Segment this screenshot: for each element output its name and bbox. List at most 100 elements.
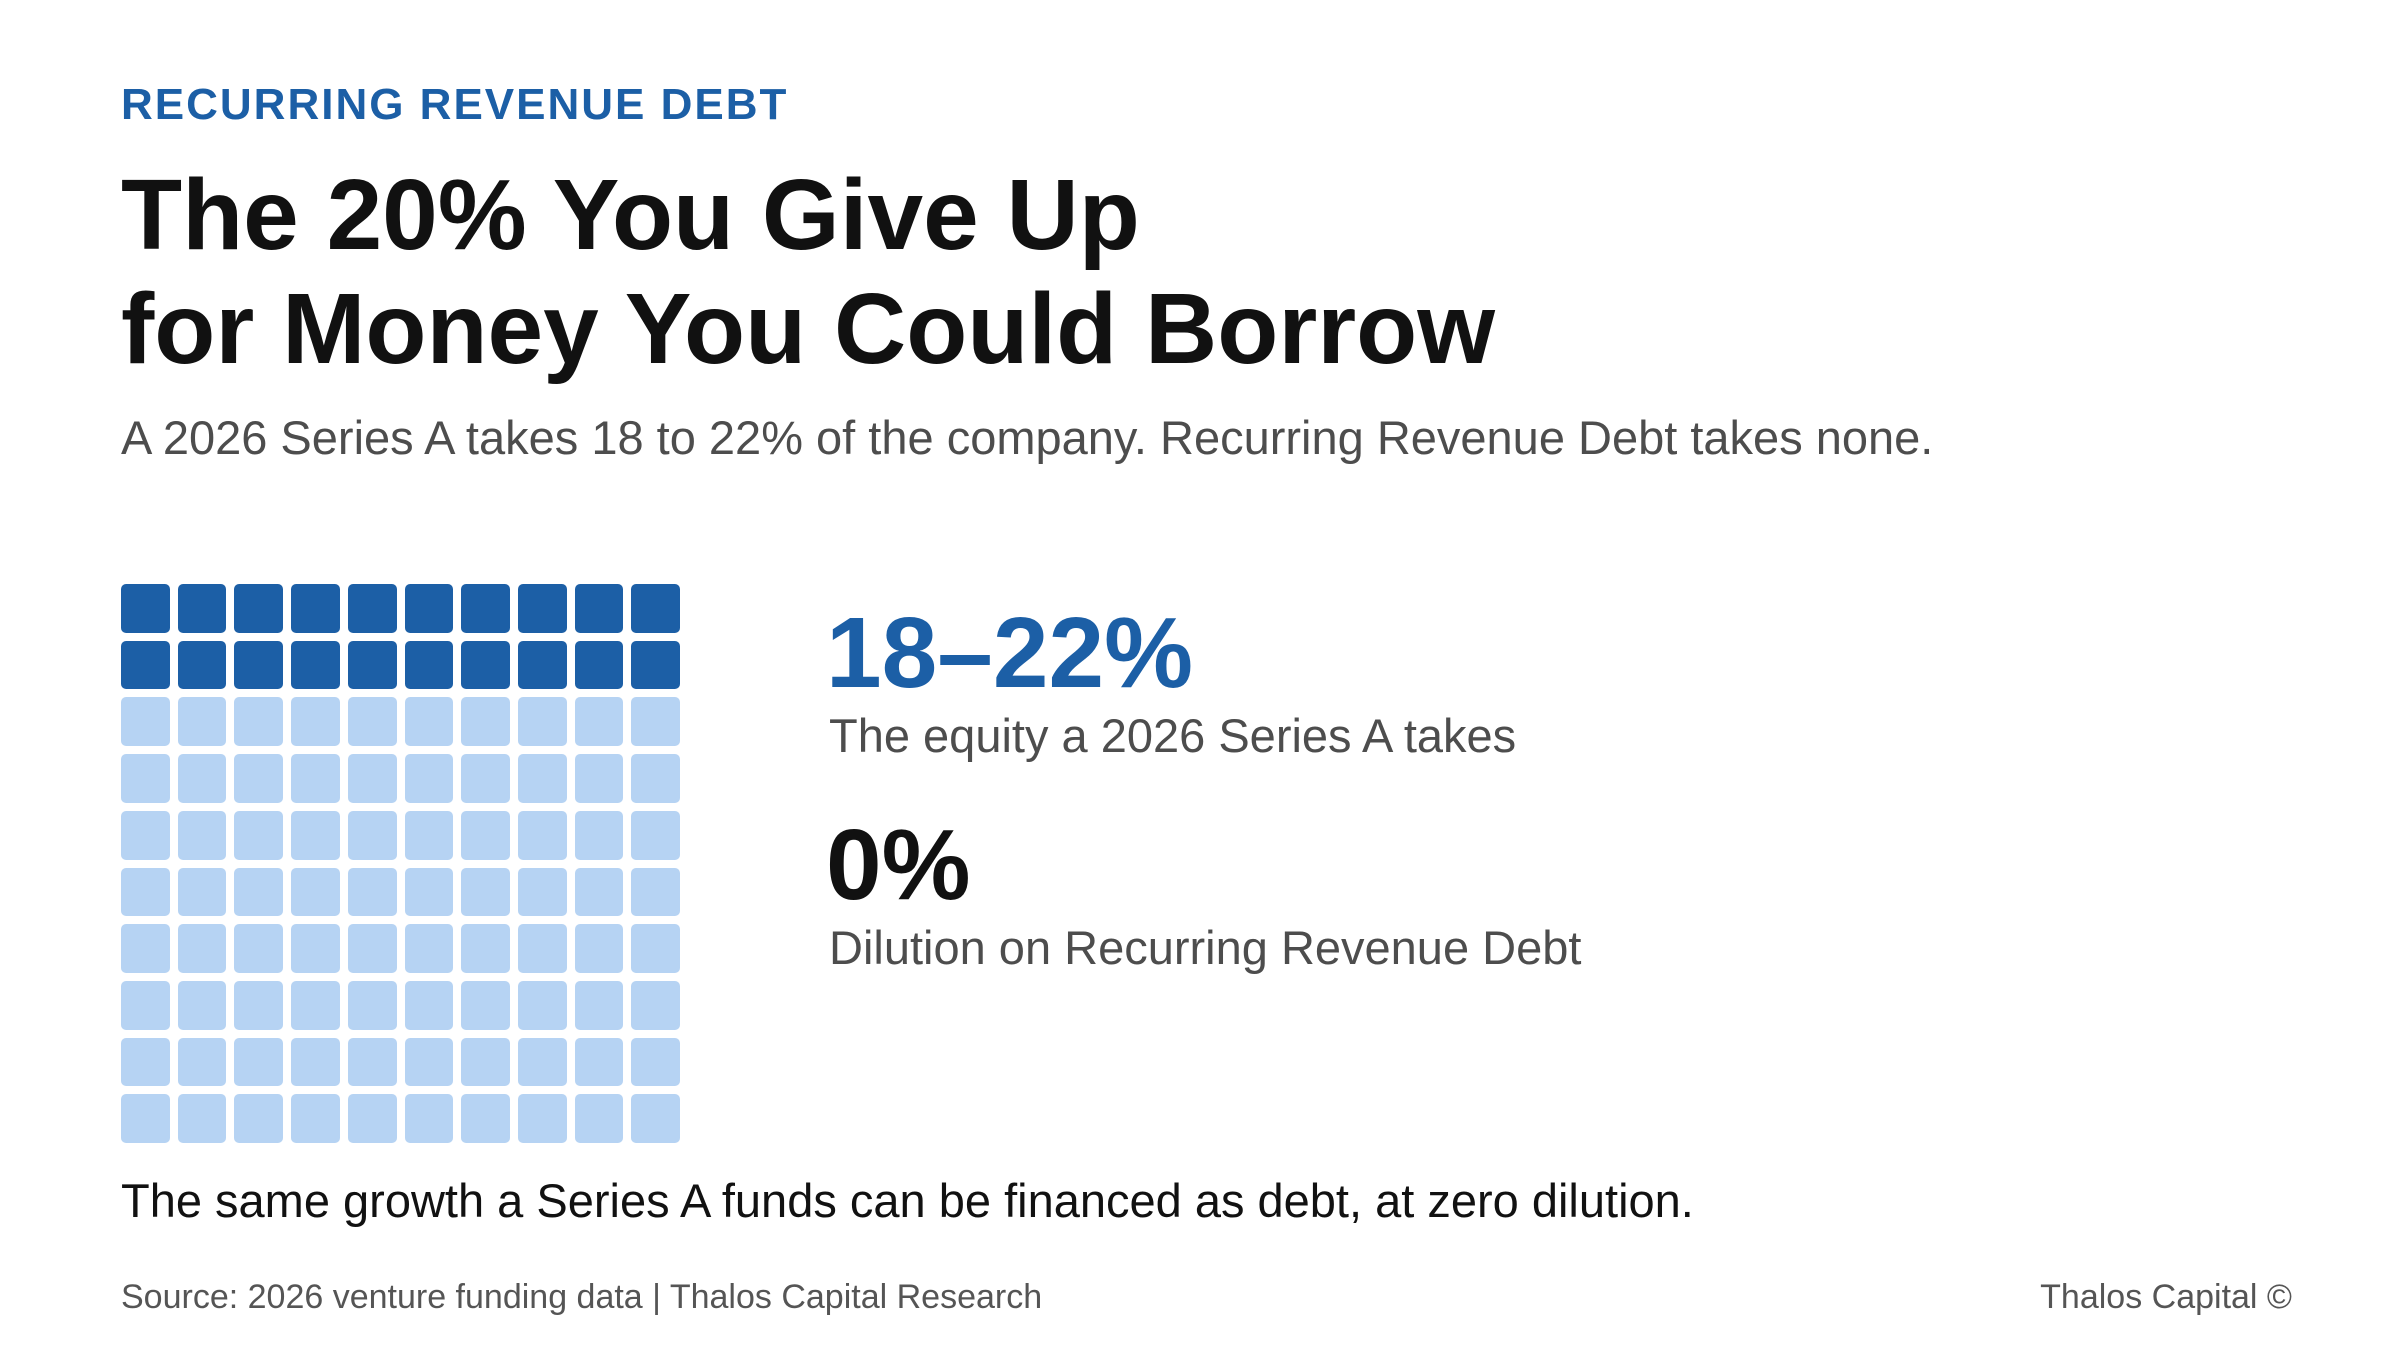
waffle-cell-empty xyxy=(347,1037,397,1087)
waffle-cell-empty xyxy=(574,1094,624,1143)
waffle-cell-filled xyxy=(177,584,227,633)
page-title-line-1: The 20% You Give Up xyxy=(121,159,1140,271)
waffle-cell-empty xyxy=(631,924,680,973)
waffle-cell-empty xyxy=(347,980,397,1030)
waffle-cell-empty xyxy=(517,754,567,803)
waffle-cell-empty xyxy=(177,1094,227,1143)
waffle-cell-empty xyxy=(234,1094,284,1143)
waffle-cell-empty xyxy=(461,980,510,1030)
waffle-cell-filled xyxy=(517,584,567,633)
waffle-cell-filled xyxy=(291,584,340,633)
waffle-cell-filled xyxy=(121,640,170,690)
waffle-cell-filled xyxy=(347,640,397,690)
waffle-cell-empty xyxy=(461,867,510,917)
waffle-cell-filled xyxy=(234,640,284,690)
waffle-cell-empty xyxy=(177,697,227,747)
waffle-cell-filled xyxy=(234,584,284,633)
waffle-cell-empty xyxy=(177,980,227,1030)
waffle-cell-filled xyxy=(404,640,454,690)
takeaway-text: The same growth a Series A funds can be … xyxy=(121,1174,1694,1227)
waffle-cell-empty xyxy=(177,754,227,803)
eyebrow-label: RECURRING REVENUE DEBT xyxy=(121,80,789,129)
waffle-cell-empty xyxy=(121,697,170,747)
waffle-cell-empty xyxy=(121,867,170,917)
waffle-cell-empty xyxy=(234,1037,284,1087)
waffle-cell-empty xyxy=(461,697,510,747)
waffle-cell-empty xyxy=(234,810,284,860)
waffle-cell-empty xyxy=(291,754,340,803)
waffle-cell-empty xyxy=(404,697,454,747)
waffle-cell-filled xyxy=(461,584,510,633)
waffle-cell-empty xyxy=(461,924,510,973)
waffle-cell-empty xyxy=(234,697,284,747)
waffle-cell-empty xyxy=(574,1037,624,1087)
waffle-cell-empty xyxy=(461,1037,510,1087)
waffle-cell-empty xyxy=(517,924,567,973)
stat-debt-label: Dilution on Recurring Revenue Debt xyxy=(829,921,1582,974)
waffle-cell-empty xyxy=(347,924,397,973)
waffle-cell-empty xyxy=(347,1094,397,1143)
waffle-cell-empty xyxy=(631,1094,680,1143)
waffle-cell-empty xyxy=(631,980,680,1030)
waffle-cell-empty xyxy=(121,980,170,1030)
waffle-cell-empty xyxy=(574,754,624,803)
waffle-cell-empty xyxy=(234,754,284,803)
stat-series-a-label: The equity a 2026 Series A takes xyxy=(829,709,1517,762)
waffle-cell-filled xyxy=(404,584,454,633)
waffle-cell-filled xyxy=(574,584,624,633)
waffle-cell-empty xyxy=(517,1094,567,1143)
waffle-cell-empty xyxy=(291,1094,340,1143)
waffle-cell-empty xyxy=(517,1037,567,1087)
waffle-cell-empty xyxy=(574,810,624,860)
waffle-cell-filled xyxy=(517,640,567,690)
waffle-cell-empty xyxy=(631,810,680,860)
waffle-cell-empty xyxy=(574,867,624,917)
waffle-cell-empty xyxy=(404,980,454,1030)
waffle-cell-empty xyxy=(574,924,624,973)
waffle-cell-filled xyxy=(177,640,227,690)
waffle-cell-filled xyxy=(291,640,340,690)
waffle-cell-empty xyxy=(631,867,680,917)
waffle-cell-empty xyxy=(404,867,454,917)
waffle-cell-filled xyxy=(347,584,397,633)
waffle-cell-filled xyxy=(631,640,680,690)
stat-debt-value: 0% xyxy=(826,809,971,921)
waffle-cell-empty xyxy=(121,924,170,973)
waffle-cell-filled xyxy=(631,584,680,633)
waffle-cell-filled xyxy=(574,640,624,690)
waffle-cell-empty xyxy=(574,980,624,1030)
waffle-cell-empty xyxy=(574,697,624,747)
waffle-cell-empty xyxy=(291,980,340,1030)
waffle-cell-empty xyxy=(177,1037,227,1087)
waffle-cell-filled xyxy=(121,584,170,633)
waffle-cell-empty xyxy=(631,754,680,803)
waffle-cell-empty xyxy=(177,867,227,917)
waffle-cell-empty xyxy=(404,810,454,860)
waffle-cell-empty xyxy=(291,1037,340,1087)
waffle-cell-empty xyxy=(631,697,680,747)
waffle-cell-empty xyxy=(404,924,454,973)
waffle-cell-empty xyxy=(234,924,284,973)
waffle-cell-empty xyxy=(517,980,567,1030)
waffle-cell-empty xyxy=(291,867,340,917)
waffle-cell-empty xyxy=(347,867,397,917)
waffle-cell-empty xyxy=(461,754,510,803)
waffle-cell-empty xyxy=(121,1037,170,1087)
waffle-cell-empty xyxy=(347,810,397,860)
waffle-cell-empty xyxy=(121,754,170,803)
waffle-cell-empty xyxy=(347,754,397,803)
source-note: Source: 2026 venture funding data | Thal… xyxy=(121,1278,1043,1316)
waffle-cell-empty xyxy=(177,924,227,973)
waffle-cell-empty xyxy=(517,810,567,860)
waffle-cell-empty xyxy=(291,810,340,860)
subtitle: A 2026 Series A takes 18 to 22% of the c… xyxy=(121,411,1934,464)
waffle-cell-empty xyxy=(347,697,397,747)
waffle-cell-empty xyxy=(234,867,284,917)
page-title: The 20% You Give Up for Money You Could … xyxy=(121,158,1495,386)
stat-series-a-value: 18–22% xyxy=(826,597,1193,709)
page-title-line-2: for Money You Could Borrow xyxy=(121,273,1496,385)
waffle-cell-empty xyxy=(631,1037,680,1087)
waffle-cell-empty xyxy=(291,697,340,747)
waffle-cell-empty xyxy=(177,810,227,860)
waffle-cell-empty xyxy=(121,810,170,860)
